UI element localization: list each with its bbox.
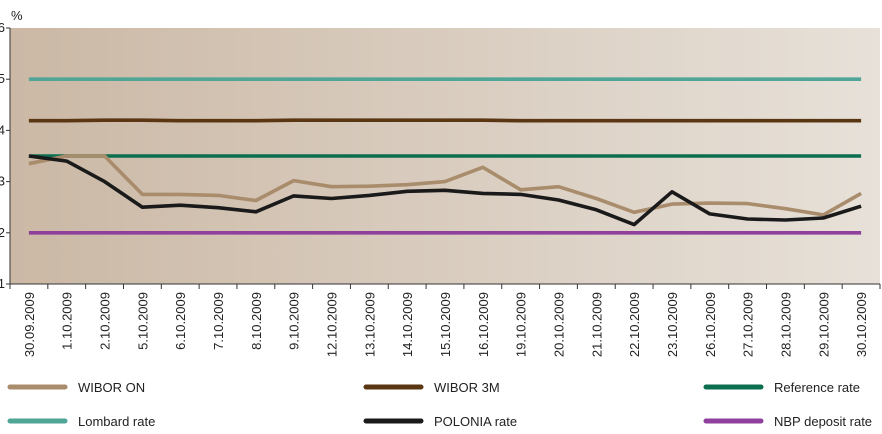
x-axis: 30.09.2009 1.10.2009 2.10.2009 5.10.2009 6.1…: [9, 283, 881, 357]
legend-label: Lombard rate: [78, 414, 155, 429]
series-line-wibor-on: [28, 154, 862, 217]
x-tick-label: 8.10.2009: [249, 292, 264, 350]
x-tick-label: 23.10.2009: [665, 292, 680, 357]
series-group: [28, 77, 862, 235]
y-tick-label: 3: [0, 174, 5, 189]
x-tick-label: 20.10.2009: [551, 292, 566, 357]
legend-label: WIBOR ON: [78, 380, 145, 395]
x-tick-label: 21.10.2009: [589, 292, 604, 357]
y-tick-label: 6: [0, 20, 5, 35]
x-tick-label: 15.10.2009: [438, 292, 453, 357]
x-tick-label: 28.10.2009: [778, 292, 793, 357]
x-tick-label: 2.10.2009: [98, 292, 113, 350]
y-tick-label: 4: [0, 122, 5, 137]
x-tick-label: 13.10.2009: [362, 292, 377, 357]
x-tick-label: 19.10.2009: [514, 292, 529, 357]
legend-label: WIBOR 3M: [434, 380, 500, 395]
series-line-polonia-rate: [28, 154, 862, 227]
y-axis-label: %: [11, 8, 23, 23]
x-tick-label: 6.10.2009: [173, 292, 188, 350]
x-tick-label: 30.10.2009: [854, 292, 869, 357]
x-tick-label: 22.10.2009: [627, 292, 642, 357]
x-tick-label: 26.10.2009: [703, 292, 718, 357]
x-tick-label: 5.10.2009: [135, 292, 150, 350]
x-tick-label: 7.10.2009: [211, 292, 226, 350]
x-tick-label: 27.10.2009: [741, 292, 756, 357]
legend-label: Reference rate: [774, 380, 860, 395]
legend: WIBOR ON WIBOR 3M Reference rate Lombard ra…: [7, 380, 872, 429]
x-tick-label: 30.09.2009: [22, 292, 37, 357]
x-tick-label: 1.10.2009: [60, 292, 75, 350]
x-tick-label: 9.10.2009: [287, 292, 302, 350]
x-tick-label: 16.10.2009: [476, 292, 491, 357]
series-line-wibor-3m: [28, 118, 862, 123]
legend-label: NBP deposit rate: [774, 414, 872, 429]
x-tick-label: 14.10.2009: [400, 292, 415, 357]
y-tick-label: 1: [0, 276, 5, 291]
x-tick-label: 29.10.2009: [816, 292, 831, 357]
y-tick-label: 5: [0, 71, 5, 86]
legend-label: POLONIA rate: [434, 414, 517, 429]
y-axis: 1 2 3 4 5 6: [0, 20, 11, 291]
x-tick-label: 12.10.2009: [325, 292, 340, 357]
y-tick-label: 2: [0, 225, 5, 240]
